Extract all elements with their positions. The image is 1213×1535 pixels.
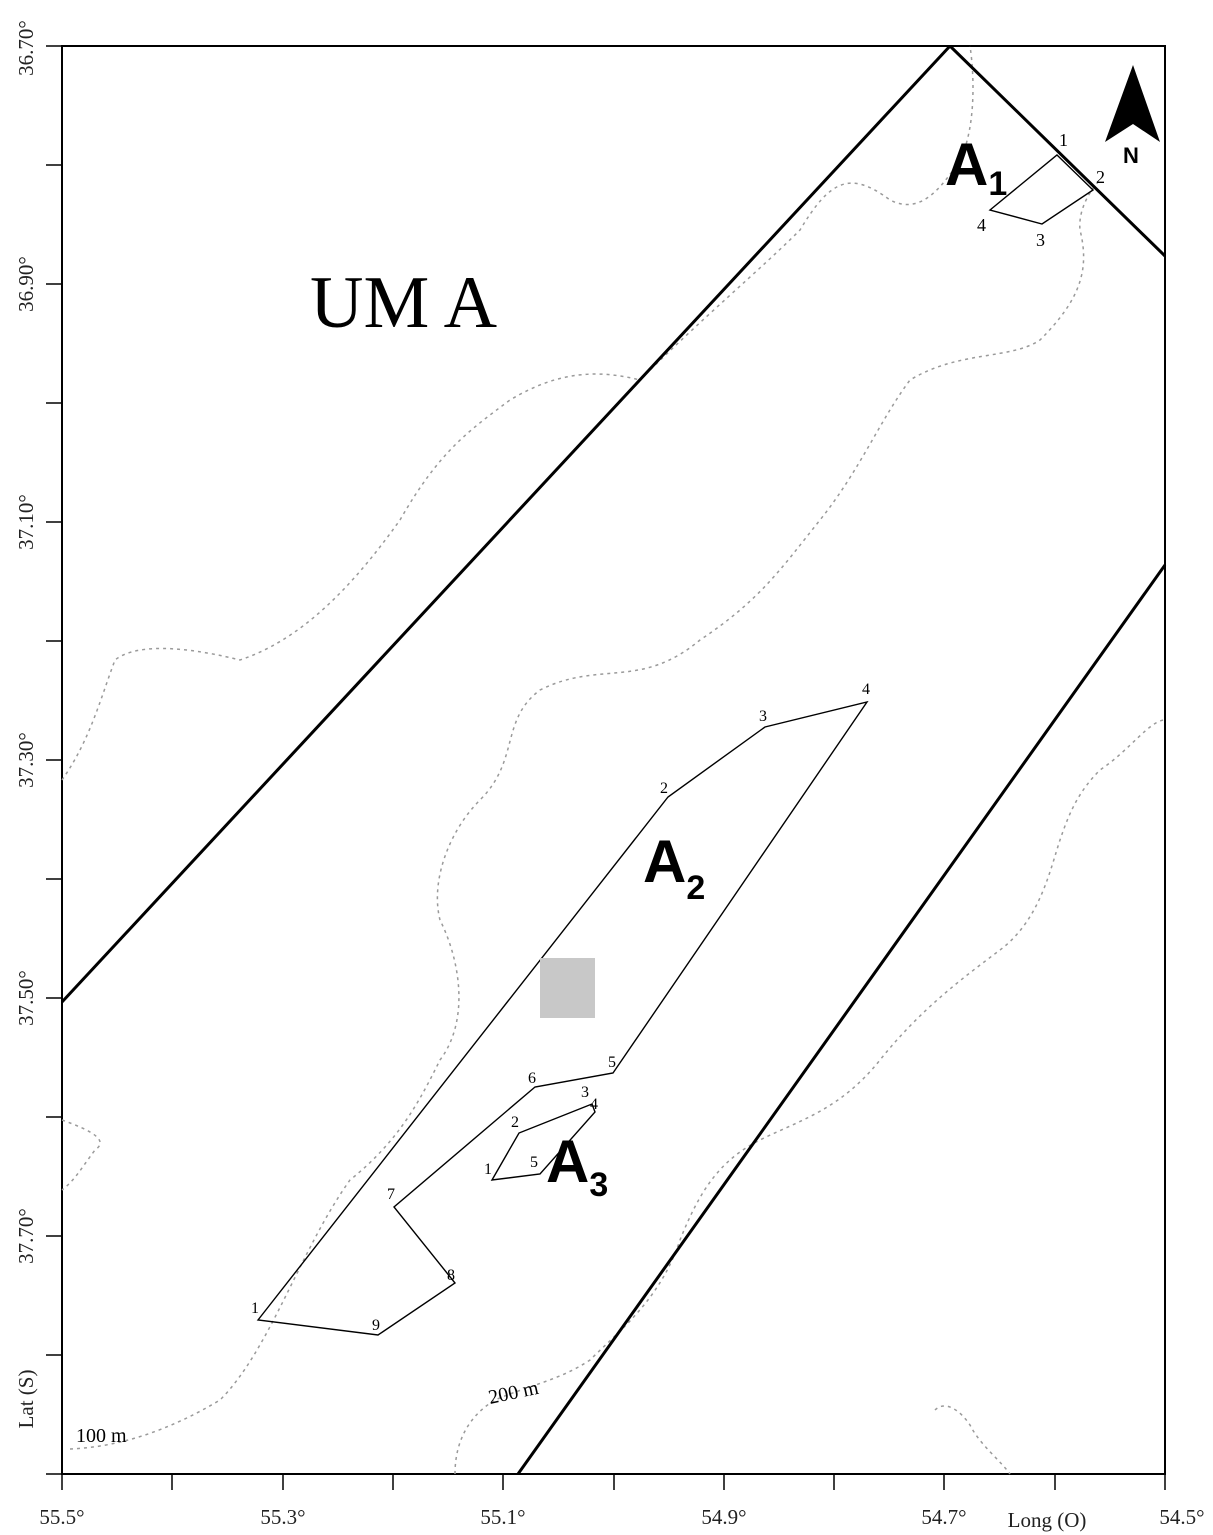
vertex-label: 6 [528,1070,536,1087]
vertex-label: 7 [387,1186,395,1203]
vertex-label: 9 [372,1317,380,1334]
vertex-label: 8 [447,1267,455,1284]
y-tick-label: 37.30° [14,732,38,788]
vertex-label: 3 [759,708,767,725]
um-boundary [60,44,1167,1475]
y-axis-label: Lat (S) [14,1370,38,1429]
boundary-line [60,44,952,1004]
area-a3-polygon [490,1103,596,1181]
contour-line [454,719,1166,1475]
vertex-label: 2 [660,780,668,797]
vertex-label: 4 [977,215,986,235]
vertex-label: 3 [1036,230,1045,250]
north-arrow-icon [1105,65,1160,142]
area-a1-label: A1 [945,131,1007,203]
area-a3-label: A3 [546,1128,608,1204]
y-tick-label: 37.50° [14,970,38,1026]
contour-label-200m: 200 m [486,1377,540,1409]
area-polygons [256,154,1095,1336]
vertex-label: 5 [530,1154,538,1171]
y-tick-label: 36.70° [14,20,38,76]
y-axis-ticks [46,45,62,1475]
y-tick-label: 37.10° [14,494,38,550]
area-a3-vertex-labels: 1 2 3 4 5 [484,1084,598,1178]
y-tick-label: 37.70° [14,1208,38,1264]
x-tick-label: 54.9° [701,1505,746,1529]
vertex-label: 3 [581,1084,589,1101]
x-tick-label: 55.5° [39,1505,84,1529]
x-tick-label: 55.1° [480,1505,525,1529]
vertex-label: 4 [590,1096,598,1113]
zone-label: UM A [310,262,497,344]
area-a2-label: A2 [643,828,705,907]
contour-line [69,179,1101,1450]
contour-line [61,45,974,781]
x-axis-ticks [61,1474,1166,1490]
vertex-label: 1 [1059,130,1068,150]
vertex-label: 5 [608,1054,616,1071]
boundary-line [948,44,1167,258]
vertex-label: 1 [251,1300,259,1317]
north-label: N [1123,143,1139,168]
contour-line [61,1119,101,1191]
y-axis-tick-labels: 36.70° 36.90° 37.10° 37.30° 37.50° 37.70… [14,20,38,1264]
map-frame [61,45,1166,1475]
x-axis-label: Long (O) [1008,1508,1087,1532]
area-a2-vertex-labels: 1 2 3 4 5 6 7 8 9 [251,681,870,1334]
vertex-label: 2 [1096,167,1105,187]
area-a1-polygon [988,154,1095,225]
gray-box-marker [540,958,595,1018]
depth-contours [61,45,1166,1475]
y-tick-label: 36.90° [14,256,38,312]
vertex-label: 4 [862,681,870,698]
area-a2-polygon [256,700,869,1336]
boundary-line [516,564,1167,1475]
x-axis-tick-labels: 55.5° 55.3° 55.1° 54.9° 54.7° 54.5° [39,1505,1204,1529]
x-tick-label: 54.7° [921,1505,966,1529]
contour-line [934,1405,1011,1475]
vertex-label: 2 [511,1114,519,1131]
x-tick-label: 55.3° [260,1505,305,1529]
vertex-label: 1 [484,1161,492,1178]
area-a1-vertex-labels: 1 2 3 4 [977,130,1105,250]
x-tick-label: 54.5° [1159,1505,1204,1529]
contour-label-100m: 100 m [76,1425,127,1447]
